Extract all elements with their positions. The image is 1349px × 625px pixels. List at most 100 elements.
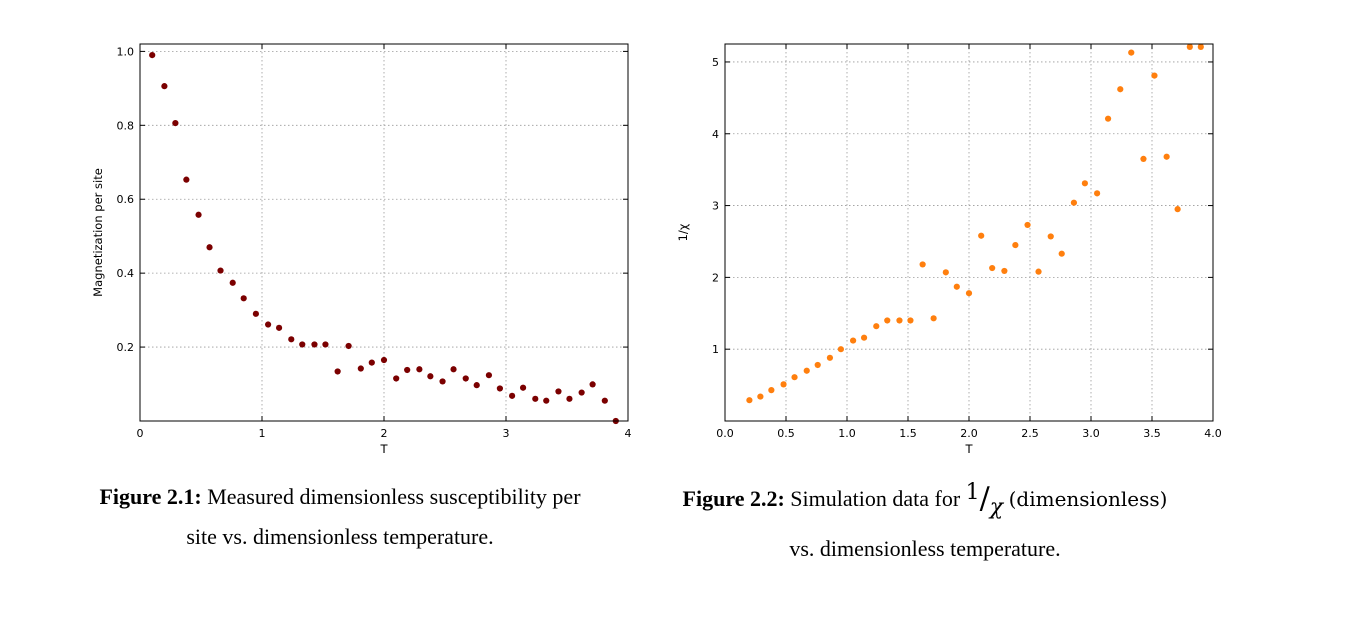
- data-point: [368, 359, 375, 366]
- data-point: [1047, 233, 1054, 240]
- data-point: [206, 244, 213, 251]
- x-tick-label: 0: [137, 427, 144, 440]
- data-point: [509, 392, 516, 399]
- data-point: [1070, 199, 1078, 206]
- data-point: [161, 83, 168, 90]
- data-point: [322, 341, 329, 348]
- y-tick-label: 0.6: [117, 193, 135, 206]
- data-point: [229, 279, 236, 286]
- x-tick-label: 1: [259, 427, 266, 440]
- caption-2-label: Figure 2.2:: [682, 486, 785, 511]
- data-point: [989, 264, 996, 272]
- data-point: [1104, 115, 1112, 122]
- figure-caption-1: Figure 2.1: Measured dimensionless susce…: [50, 484, 630, 550]
- x-tick-label: 3: [503, 427, 510, 440]
- data-point: [837, 346, 844, 353]
- x-tick-label: 4.0: [1204, 427, 1222, 440]
- caption-1-line-1: Figure 2.1: Measured dimensionless susce…: [50, 484, 630, 510]
- y-tick-label: 1: [712, 343, 719, 356]
- data-point: [1035, 268, 1042, 275]
- data-point: [942, 269, 949, 276]
- data-point: [380, 356, 388, 364]
- data-point: [814, 361, 821, 369]
- x-tick-label: 3.0: [1082, 427, 1100, 440]
- data-point: [1058, 250, 1065, 257]
- data-point: [953, 283, 960, 290]
- y-tick-label: 1.0: [117, 45, 135, 58]
- y-tick-label: 0.4: [117, 267, 135, 280]
- data-point: [149, 51, 156, 59]
- x-tick-label: 0.0: [716, 427, 734, 440]
- data-point: [252, 310, 259, 317]
- y-axis-label: 1/χ: [676, 223, 690, 241]
- data-point: [1024, 221, 1031, 229]
- data-point: [873, 323, 880, 330]
- y-tick-label: 4: [712, 128, 719, 141]
- data-point: [578, 389, 585, 396]
- inverse-chi-formula: 1/χ: [966, 480, 1003, 520]
- data-point: [1186, 43, 1193, 50]
- data-point: [1174, 206, 1181, 213]
- y-tick-label: 5: [712, 56, 719, 69]
- caption-2-unit: (dimensionless): [1008, 487, 1168, 511]
- data-point: [1094, 190, 1101, 197]
- data-point: [850, 337, 857, 344]
- x-tick-label: 4: [625, 427, 632, 440]
- data-point: [1001, 267, 1008, 275]
- data-point: [884, 317, 891, 324]
- caption-2-line-1: Figure 2.2: Simulation data for 1/χ (dim…: [630, 480, 1220, 520]
- x-axis-label: T: [964, 442, 973, 456]
- data-point: [416, 366, 423, 373]
- plot-area-2: 0.0 0.5 1.0 1.5 2.0 2.5 3.0 3.5 4.0 1 2 3 4 5 T 1/χ: [676, 43, 1222, 456]
- data-point: [393, 375, 400, 382]
- data-point: [589, 381, 596, 388]
- data-points: [149, 51, 619, 425]
- caption-2-prefix: Simulation data for: [790, 486, 961, 511]
- data-point: [357, 365, 364, 372]
- data-point: [1117, 86, 1124, 93]
- data-point: [860, 334, 868, 341]
- data-point: [1197, 43, 1204, 50]
- formula-slash: /: [979, 481, 990, 516]
- data-point: [965, 290, 973, 297]
- data-point: [450, 366, 457, 373]
- data-point: [826, 354, 834, 361]
- data-point: [780, 381, 787, 388]
- formula-numerator: 1: [965, 480, 980, 505]
- data-point: [919, 261, 926, 268]
- data-point: [519, 384, 527, 391]
- formula-chi: χ: [989, 495, 1004, 520]
- data-point: [427, 373, 434, 380]
- data-point: [172, 119, 179, 127]
- data-point: [240, 295, 247, 302]
- x-tick-label: 0.5: [777, 427, 795, 440]
- data-point: [791, 374, 798, 381]
- data-point: [217, 267, 224, 274]
- y-axis-label: Magnetization per site: [91, 168, 105, 297]
- chart-magnetization: 0 1 2 3 4 0.2 0.4 0.6 0.8 1.0 T Magnetization per s…: [91, 43, 632, 456]
- data-point: [543, 397, 550, 404]
- x-tick-label: 2.5: [1021, 427, 1039, 440]
- data-point: [195, 211, 202, 218]
- data-point: [404, 366, 411, 374]
- data-point: [907, 317, 914, 324]
- data-point: [265, 321, 272, 328]
- data-point: [601, 397, 608, 404]
- data-points: [746, 43, 1204, 404]
- chart-inverse-susceptibility: 0.0 0.5 1.0 1.5 2.0 2.5 3.0 3.5 4.0 1 2 3 4 5 T 1/χ: [676, 43, 1222, 456]
- x-tick-label: 2.0: [960, 427, 978, 440]
- caption-1-text: Measured dimensionless susceptibility pe…: [207, 484, 581, 509]
- data-point: [930, 315, 937, 322]
- data-point: [275, 324, 283, 331]
- y-tick-label: 3: [712, 200, 719, 213]
- x-tick-label: 1.0: [838, 427, 856, 440]
- data-point: [473, 382, 480, 389]
- x-tick-label: 1.5: [899, 427, 917, 440]
- figure-caption-2: Figure 2.2: Simulation data for 1/χ (dim…: [630, 480, 1220, 562]
- y-tick-label: 0.2: [117, 341, 135, 354]
- x-tick-label: 2: [381, 427, 388, 440]
- tick-marks: 0.0 0.5 1.0 1.5 2.0 2.5 3.0 3.5 4.0 1 2 3 4 5 T 1/χ: [676, 44, 1222, 456]
- y-tick-label: 2: [712, 271, 719, 284]
- data-point: [532, 395, 539, 402]
